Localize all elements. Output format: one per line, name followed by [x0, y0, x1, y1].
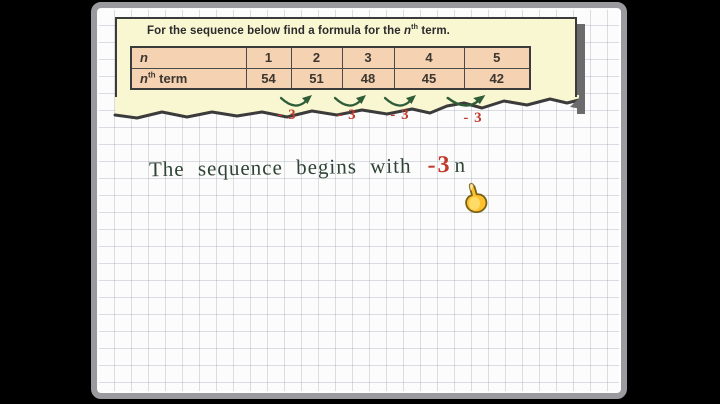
- difference-label: - 3: [390, 107, 410, 123]
- handwritten-line: The sequence begins with -3 n: [149, 152, 465, 183]
- curved-arrow-icon: [333, 95, 366, 107]
- table-cell: 1: [245, 46, 292, 69]
- problem-statement: For the sequence below find a formula fo…: [147, 23, 450, 37]
- table-cell: 4: [393, 46, 465, 69]
- difference-label: - 3: [463, 110, 483, 126]
- table-row-nth-term: nth term 54 51 48 45 42: [130, 67, 531, 90]
- handwritten-coefficient: -3: [427, 151, 452, 179]
- table-cell: 5: [463, 46, 531, 69]
- title-superscript-th: th: [411, 23, 419, 32]
- title-variable-n: n: [404, 25, 412, 37]
- title-text-end: term.: [418, 25, 450, 37]
- table-cell: 51: [290, 67, 343, 90]
- difference-label: - 3: [337, 107, 357, 123]
- table-cell: 45: [393, 67, 465, 90]
- note-shadow: [577, 24, 585, 114]
- table-cell: 3: [341, 46, 395, 69]
- row-header-n: n: [130, 46, 247, 69]
- table-cell: 2: [290, 46, 343, 69]
- curved-arrow-icon: [383, 95, 416, 107]
- curved-arrow-icon: [279, 95, 312, 107]
- table-cell: 48: [341, 67, 395, 90]
- whiteboard-grid-paper: For the sequence below find a formula fo…: [91, 2, 627, 399]
- title-text: For the sequence below find a formula fo…: [147, 25, 404, 37]
- handwritten-variable: n: [454, 152, 466, 177]
- hand-pointer-icon: [465, 183, 488, 214]
- note-card: For the sequence below find a formula fo…: [115, 17, 577, 126]
- table-cell: 42: [463, 67, 531, 90]
- table-cell: 54: [245, 67, 292, 90]
- table-row-n: n 1 2 3 4 5: [130, 46, 531, 69]
- torn-edge: [113, 95, 582, 120]
- difference-label: - 3: [277, 107, 297, 123]
- sequence-table: n 1 2 3 4 5 nth term 54 51 48 45 42: [130, 46, 531, 90]
- curved-arrow-icon: [446, 95, 486, 107]
- row-header-nth-term: nth term: [130, 67, 247, 90]
- handwritten-text: The sequence begins with: [148, 153, 412, 182]
